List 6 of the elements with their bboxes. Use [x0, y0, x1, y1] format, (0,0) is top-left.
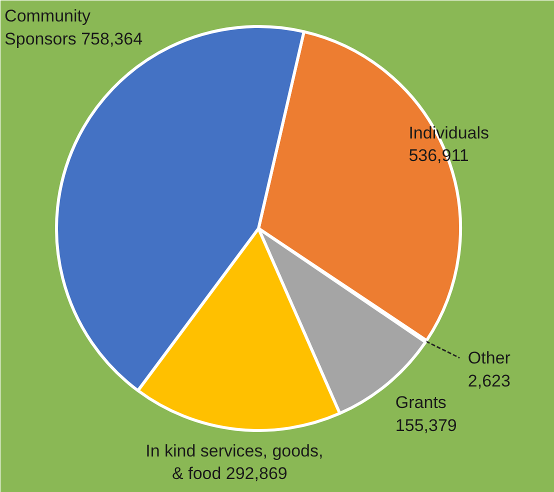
slice-label: Other [468, 348, 511, 368]
slice-label: Community Sponsors 758,364 [4, 6, 143, 48]
slice-label: Grants [395, 393, 446, 412]
data-label: 155,379 [395, 416, 457, 435]
slice-label: In kind services, goods, & food 292,869 [146, 441, 324, 484]
data-label: 2,623 [468, 371, 510, 390]
